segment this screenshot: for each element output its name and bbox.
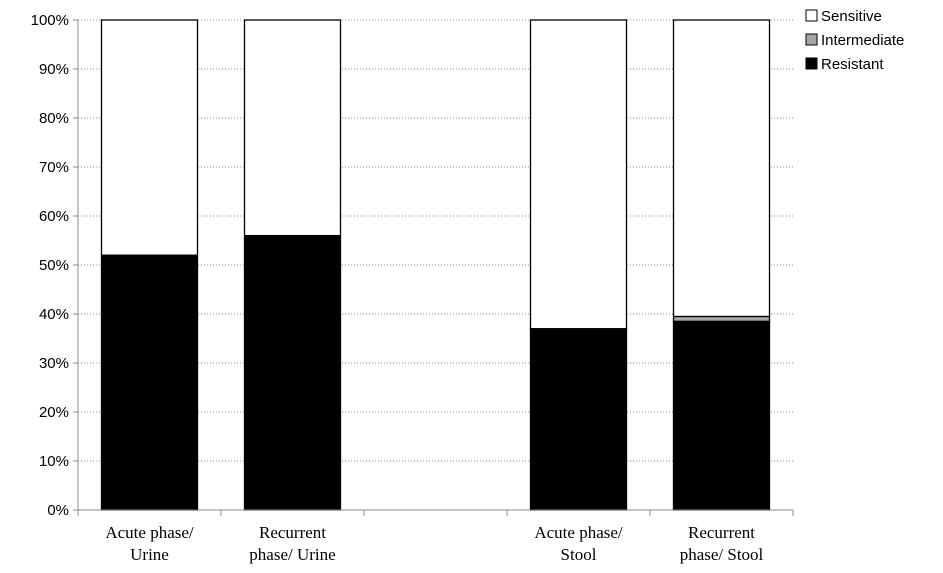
x-tick-label: Stool [561,545,597,564]
bar-segment-resistant [529,328,628,511]
legend-label-resistant: Resistant [821,56,884,73]
y-tick-label: 50% [39,257,69,274]
x-tick-label: phase/ Urine [249,545,335,564]
y-tick-label: 60% [39,208,69,225]
y-tick-label: 30% [39,355,69,372]
y-tick-label: 90% [39,61,69,78]
y-tick-label: 70% [39,159,69,176]
axes [73,19,794,516]
x-tick-label: Recurrent [259,523,326,542]
y-tick-label: 0% [47,502,69,519]
x-tick-label: Urine [130,545,169,564]
bar-segment-resistant [243,234,342,511]
legend-label-sensitive: Sensitive [821,8,882,25]
y-tick-label: 40% [39,306,69,323]
x-tick-label: Acute phase/ [105,523,194,542]
legend-swatch-intermediate [805,33,818,46]
x-tick-labels: Acute phase/Urine Recurrent phase/ Urine Ac… [105,523,763,564]
y-tick-label: 80% [39,110,69,127]
bars [100,19,771,511]
bar-segment-intermediate [672,315,771,323]
bar-segment-resistant [672,320,771,511]
bar-segment-sensitive [243,19,342,237]
x-tick-label: Acute phase/ [534,523,623,542]
legend-swatch-sensitive [805,9,818,22]
legend: Sensitive Intermediate Resistant [805,8,904,73]
y-tick-label: 100% [31,12,69,29]
y-tick-labels: 0% 10% 20% 30% 40% 50% 60% 70% 80% 90% 100% [31,12,69,519]
bar-segment-sensitive [672,19,771,318]
x-tick-label: phase/ Stool [680,545,764,564]
bar-segment-sensitive [529,19,628,330]
y-tick-label: 10% [39,453,69,470]
x-tick-label: Recurrent [688,523,755,542]
gridlines [78,19,793,462]
bar-segment-resistant [100,254,199,511]
legend-label-intermediate: Intermediate [821,32,904,49]
bar-segment-sensitive [100,19,199,256]
legend-swatch-resistant [805,57,818,70]
y-tick-label: 20% [39,404,69,421]
